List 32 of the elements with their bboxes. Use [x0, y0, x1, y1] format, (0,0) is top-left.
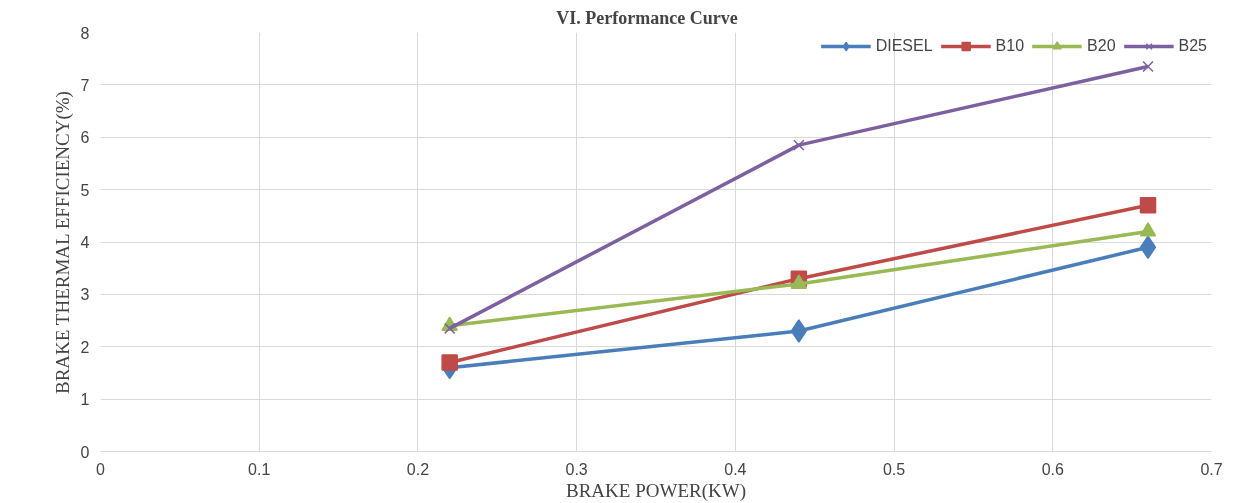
x-tick-label: 0 [96, 460, 106, 478]
point [443, 322, 456, 335]
x-tick-label: 0.6 [1041, 460, 1065, 478]
legend-label: B25 [1178, 37, 1207, 55]
y-tick-label: 6 [80, 129, 90, 147]
x-tick-label: 0.7 [1200, 460, 1223, 478]
y-tick-label: 3 [80, 286, 90, 304]
legend-label: B20 [1087, 37, 1116, 55]
legend-label: DIESEL [875, 37, 933, 55]
x-tick-label: 0.4 [724, 460, 747, 478]
point [441, 354, 458, 371]
y-tick-label: 5 [80, 181, 90, 199]
y-tick-label: 2 [80, 338, 90, 356]
y-tick-label: 4 [80, 234, 90, 251]
x-axis-title: BRAKE POWER(KW) [566, 479, 746, 502]
chart-title: VI. Performance Curve [556, 7, 738, 28]
y-tick-label: 8 [80, 24, 90, 42]
point [1139, 222, 1157, 237]
x-tick-label: 0.5 [882, 460, 906, 478]
legend-label: B10 [995, 37, 1025, 55]
point [790, 319, 807, 343]
point [1139, 197, 1157, 214]
point [1142, 60, 1154, 73]
x-tick-label: 0.2 [406, 460, 430, 478]
x-tick-label: 0.1 [248, 460, 271, 478]
point [793, 139, 805, 151]
y-axis-title: BRAKE THERMAL EFFICIENCY(%) [51, 91, 74, 394]
y-tick-label: 1 [80, 391, 90, 409]
x-tick-label: 0.3 [565, 460, 588, 478]
point [1139, 235, 1157, 259]
y-tick-label: 7 [80, 76, 90, 94]
y-tick-label: 0 [80, 443, 90, 461]
